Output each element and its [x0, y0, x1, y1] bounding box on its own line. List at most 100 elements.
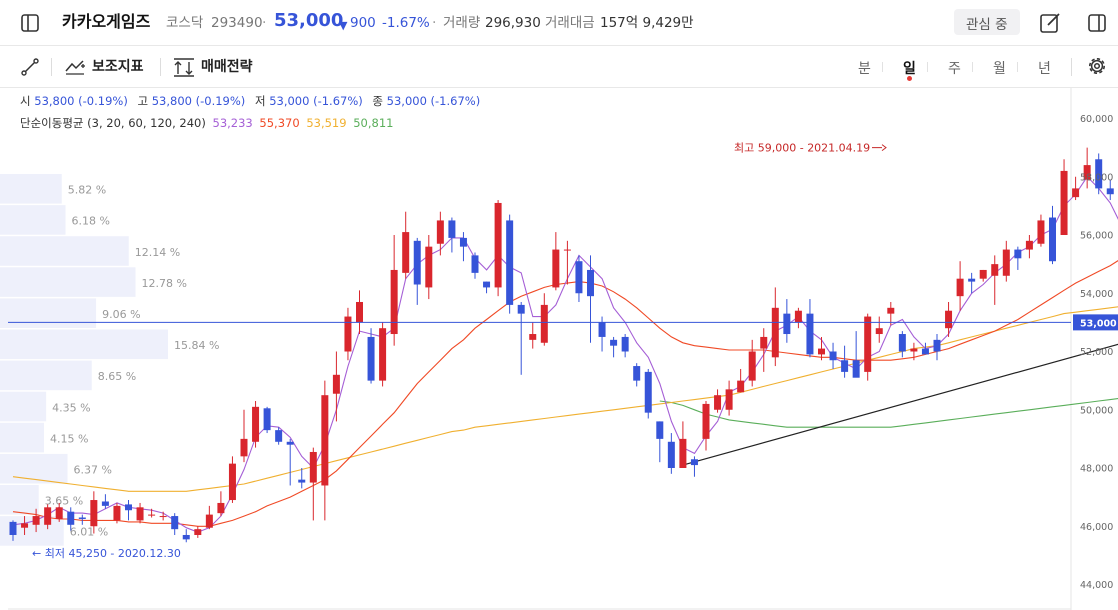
period-week[interactable]: 주: [948, 61, 961, 77]
period-month[interactable]: 월: [993, 61, 1006, 77]
volume-profile-bar: [0, 267, 136, 297]
volume-profile-bar: [0, 236, 129, 266]
candle-down: [125, 504, 132, 511]
candle-down: [448, 220, 456, 238]
volume-profile-bar: [0, 298, 97, 328]
volume-profile-label: 12.78 %: [142, 277, 187, 290]
candle-down: [182, 534, 190, 540]
stock-code: 293490: [211, 15, 263, 31]
candle-up: [887, 307, 895, 314]
edit-note-icon[interactable]: [1039, 12, 1061, 34]
volume-profile-bar: [0, 422, 45, 453]
y-axis: 60,000 58,000 56,000 54,000 52,000 50,000 48,0…: [1073, 114, 1118, 591]
indicator-button-label[interactable]: 보조지표: [92, 59, 144, 75]
y-axis-tick-label: 54,000: [1080, 289, 1113, 300]
y-axis-tick-label: 58,000: [1080, 172, 1113, 183]
candle-up: [875, 328, 883, 335]
y-axis-tick-label: 60,000: [1080, 114, 1113, 125]
candle-down: [598, 322, 606, 337]
ma-label: 단순이동평균 (3, 20, 60, 120, 240): [20, 116, 206, 130]
ma60-line: [12, 306, 1118, 492]
candle-up: [402, 232, 410, 273]
trendline[interactable]: [682, 305, 1118, 466]
sidebar-toggle-icon[interactable]: [20, 13, 40, 33]
candle-up: [494, 202, 502, 288]
candle-up: [55, 507, 63, 519]
settings-gear-icon[interactable]: [1086, 55, 1108, 77]
candle-down: [656, 421, 664, 439]
candle-up: [425, 246, 433, 288]
period-minute[interactable]: 분: [858, 61, 871, 77]
candle-up: [390, 269, 398, 335]
candle-down: [1049, 217, 1056, 262]
strategy-button-label[interactable]: 매매전략: [201, 59, 253, 75]
y-axis-tick-label: 56,000: [1080, 231, 1113, 242]
candle-up: [436, 220, 444, 244]
open-value: 53,800 (-0.19%): [34, 94, 128, 108]
volume-profile-label: 6.37 %: [74, 463, 112, 476]
candle-down: [841, 360, 849, 372]
candle-up: [991, 264, 999, 276]
current-price-tag-label: 53,000: [1080, 318, 1117, 329]
candle-down: [921, 348, 929, 355]
amount-value: 157억 9,429만: [600, 15, 694, 31]
candle-up: [240, 438, 248, 457]
candle-up: [737, 380, 745, 393]
candle-down: [67, 511, 75, 525]
candle-up: [90, 500, 98, 527]
candle-up: [113, 505, 121, 521]
y-axis-tick-label: 46,000: [1080, 522, 1113, 533]
volume-profile-bar: [0, 453, 68, 484]
close-value: 53,000 (-1.67%): [386, 94, 481, 108]
moving-average-info: 단순이동평균 (3, 20, 60, 120, 240) 53,233 55,3…: [20, 116, 393, 130]
candle-down: [275, 430, 283, 442]
annotations: 최고 59,000 - 2021.04.19 ← 최저 45,250 - 2020…: [32, 142, 887, 560]
current-price: 53,000: [274, 10, 344, 31]
y-axis-tick-label: 44,000: [1080, 580, 1113, 591]
candle-up: [725, 389, 733, 410]
volume-profile-label: 9.06 %: [102, 308, 140, 321]
low-label: 저: [254, 94, 266, 108]
panel-toggle-icon[interactable]: [1087, 13, 1107, 33]
candle-up: [714, 395, 722, 410]
candle-down: [1095, 159, 1103, 189]
trading-strategy-icon[interactable]: [172, 56, 196, 78]
candle-down: [667, 441, 675, 468]
high-value: 53,800 (-0.19%): [151, 94, 246, 108]
candle-up: [864, 316, 872, 372]
y-axis-tick-label: 48,000: [1080, 464, 1113, 475]
watch-button[interactable]: 관심 중: [954, 9, 1020, 35]
volume-profile: 5.82 % 6.18 % 12.14 % 12.78 % 9.06 % 15.84 % 8…: [0, 174, 219, 546]
active-period-dot: [907, 76, 912, 81]
candle-down: [587, 269, 594, 297]
candle-down: [9, 521, 17, 535]
candle-up: [332, 374, 340, 394]
volume-profile-bar: [0, 329, 168, 360]
volume-profile-label: 4.35 %: [52, 401, 90, 414]
volume-value: 296,930: [485, 15, 541, 31]
candle-up: [159, 516, 167, 518]
volume-label: 거래량: [443, 15, 481, 31]
separator: ·: [262, 15, 267, 31]
price-chart[interactable]: 5.82 % 6.18 % 12.14 % 12.78 % 9.06 % 15.84 % 8…: [0, 88, 1118, 610]
indicator-icon[interactable]: [64, 57, 86, 77]
candle-down: [367, 336, 375, 381]
period-day[interactable]: 일: [903, 61, 916, 77]
candle-up: [956, 278, 964, 297]
candle-up: [44, 507, 52, 525]
ma3-value: 53,233: [212, 116, 253, 130]
candle-down: [1014, 249, 1022, 259]
candle-up: [563, 249, 571, 251]
candle-up: [309, 451, 317, 483]
stock-header: 카카오게임즈 코스닥 293490 · 53,000 ▼ 900 -1.67% …: [0, 0, 1118, 46]
ma60-value: 53,519: [306, 116, 347, 130]
candle-down: [806, 313, 814, 355]
candle-up: [910, 348, 918, 352]
volume-profile-bar: [0, 360, 92, 391]
candle-down: [829, 351, 837, 361]
candle-up: [1072, 188, 1080, 198]
current-price-tag: [1073, 314, 1118, 331]
drawing-tool-icon[interactable]: [20, 57, 40, 77]
high-label: 고: [137, 94, 149, 108]
period-year[interactable]: 년: [1038, 61, 1051, 77]
